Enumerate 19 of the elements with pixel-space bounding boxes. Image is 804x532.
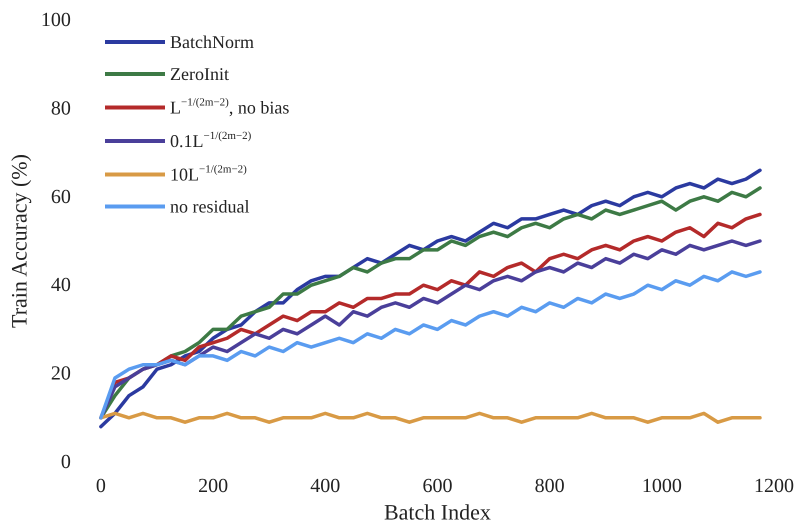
line-series <box>99 270 762 420</box>
y-tick-label: 40 <box>50 274 71 296</box>
x-tick-label: 400 <box>310 475 340 497</box>
y-tick-label: 80 <box>50 97 71 120</box>
x-tick-label: 1200 <box>754 475 794 497</box>
legend-label: BatchNorm <box>170 32 254 52</box>
y-tick-label: 20 <box>50 362 71 385</box>
x-tick-label: 600 <box>422 475 452 497</box>
x-tick-label: 0 <box>96 475 106 497</box>
legend-label: ZeroInit <box>170 64 229 84</box>
y-tick-label: 100 <box>40 9 71 31</box>
x-tick-label: 1000 <box>642 475 682 497</box>
x-tick-label: 800 <box>534 475 565 497</box>
x-axis-title: Batch Index <box>384 499 491 524</box>
legend-label: no residual <box>170 196 250 216</box>
y-axis-title: Train Accuracy (%) <box>6 154 32 328</box>
y-tick-label: 0 <box>60 451 71 473</box>
y-tick-label: 60 <box>50 186 71 208</box>
x-tick-label: 200 <box>198 475 228 497</box>
